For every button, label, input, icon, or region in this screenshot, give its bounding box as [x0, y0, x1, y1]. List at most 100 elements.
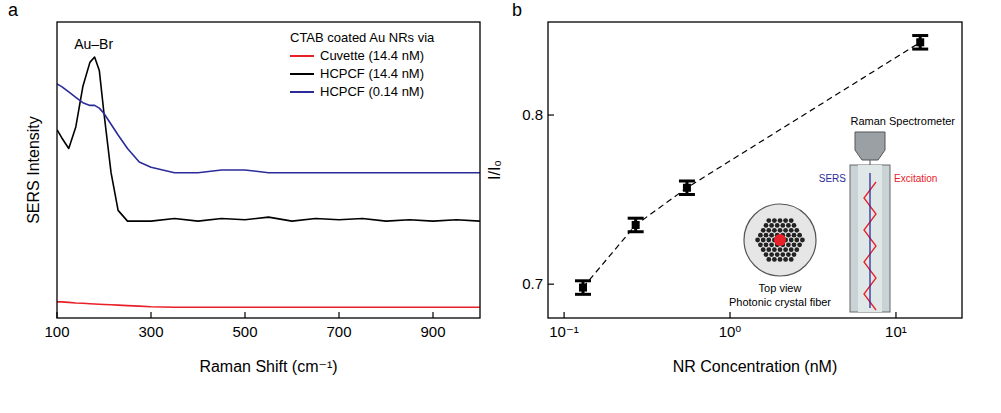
fiber-hole — [761, 247, 766, 252]
spectrometer-head — [855, 132, 885, 160]
series-line — [57, 84, 480, 173]
error-cap — [575, 293, 591, 296]
x-tick — [150, 312, 151, 318]
fiber-hole — [792, 233, 797, 238]
fiber-hole — [789, 228, 794, 233]
fiber-hole — [758, 233, 763, 238]
series-line — [57, 57, 480, 221]
fiber-hole — [778, 218, 783, 223]
x-tick — [432, 312, 433, 318]
error-bar — [679, 181, 695, 195]
inset-label: Excitation — [894, 173, 937, 184]
error-cap — [575, 279, 591, 282]
error-bar — [628, 218, 644, 232]
inset-label: Raman Spectrometer — [850, 115, 955, 127]
fiber-hole — [789, 218, 794, 223]
legend-swatch — [290, 73, 314, 75]
fiber-hole — [775, 223, 780, 228]
x-tick-label: 100 — [44, 323, 69, 340]
x-tick-label: 700 — [326, 323, 351, 340]
fiber-hole — [772, 228, 777, 233]
panel-letter: b — [512, 0, 522, 20]
x-tick-label: 10¹ — [885, 323, 907, 340]
head-connector — [870, 160, 871, 165]
fiber-hole — [780, 252, 785, 257]
legend-label: HCPCF (0.14 nM) — [320, 84, 424, 99]
fiber-hole — [764, 223, 769, 228]
legend-swatch — [290, 55, 314, 57]
fiber-hole — [783, 257, 788, 262]
x-tick — [244, 312, 245, 318]
y-axis-title: SERS Intensity — [25, 116, 42, 224]
fiber-hole — [786, 242, 791, 247]
fiber-hole — [769, 233, 774, 238]
fiber-core — [774, 234, 786, 246]
x-tick-label: 300 — [138, 323, 163, 340]
fiber-hole — [786, 233, 791, 238]
fiber-hole — [783, 247, 788, 252]
error-cap — [679, 193, 695, 196]
data-point — [632, 221, 640, 229]
fiber-hole — [761, 238, 766, 243]
fiber-hole — [766, 257, 771, 262]
y-axis-title: I/I₀ — [486, 160, 503, 180]
legend-swatch — [290, 91, 314, 93]
fiber-hole — [783, 228, 788, 233]
inset — [744, 132, 890, 312]
fiber-hole — [758, 242, 763, 247]
fiber-hole — [778, 228, 783, 233]
x-tick — [729, 312, 730, 318]
x-tick-label: 900 — [420, 323, 445, 340]
fiber-hole — [792, 252, 797, 257]
y-tick-label: 0.7 — [522, 275, 543, 292]
error-cap — [679, 179, 695, 182]
connecting-line — [583, 42, 920, 287]
fiber-hole — [797, 233, 802, 238]
plot-data — [57, 57, 480, 307]
annotation: Au–Br — [74, 36, 113, 52]
x-tick — [563, 312, 564, 318]
error-bar — [575, 281, 591, 295]
fiber-hole — [772, 218, 777, 223]
fiber-hole — [792, 223, 797, 228]
fiber-hole — [764, 252, 769, 257]
x-axis-title: NR Concentration (nM) — [673, 358, 838, 375]
x-tick — [338, 312, 339, 318]
y-tick — [548, 284, 554, 285]
fiber-hole — [794, 228, 799, 233]
series-line — [57, 302, 480, 307]
fiber-hole — [772, 257, 777, 262]
fiber-hole — [775, 252, 780, 257]
fiber — [850, 165, 890, 312]
fiber-hole — [766, 238, 771, 243]
error-cap — [628, 217, 644, 220]
x-tick-label: 10⁻¹ — [549, 323, 579, 340]
fiber-hole — [769, 242, 774, 247]
fiber-hole — [794, 247, 799, 252]
data-point — [916, 38, 924, 46]
fiber-core-side — [858, 165, 882, 312]
panel-a: a100300500700900Au–BrCTAB coated Au NRs … — [8, 0, 480, 375]
panel-letter: a — [8, 0, 19, 20]
fiber-hole — [783, 218, 788, 223]
legend-label: HCPCF (14.4 nM) — [320, 66, 424, 81]
legend-title: CTAB coated Au NRs via — [290, 30, 435, 45]
fiber-hole — [780, 223, 785, 228]
fiber-hole — [786, 223, 791, 228]
fiber-hole — [800, 238, 805, 243]
fiber-hole — [778, 247, 783, 252]
sers-path — [869, 173, 870, 308]
fiber-hole — [769, 252, 774, 257]
legend-label: Cuvette (14.4 nM) — [320, 48, 424, 63]
x-tick — [895, 312, 896, 318]
error-bar — [912, 36, 928, 50]
fiber-hole — [766, 218, 771, 223]
fiber-hole — [786, 252, 791, 257]
y-tick — [548, 114, 554, 115]
error-cap — [628, 230, 644, 233]
fiber-hole — [755, 238, 760, 243]
y-tick-label: 0.8 — [522, 106, 543, 123]
fiber-hole — [789, 247, 794, 252]
fiber-hole — [764, 242, 769, 247]
plot-frame — [57, 22, 480, 318]
